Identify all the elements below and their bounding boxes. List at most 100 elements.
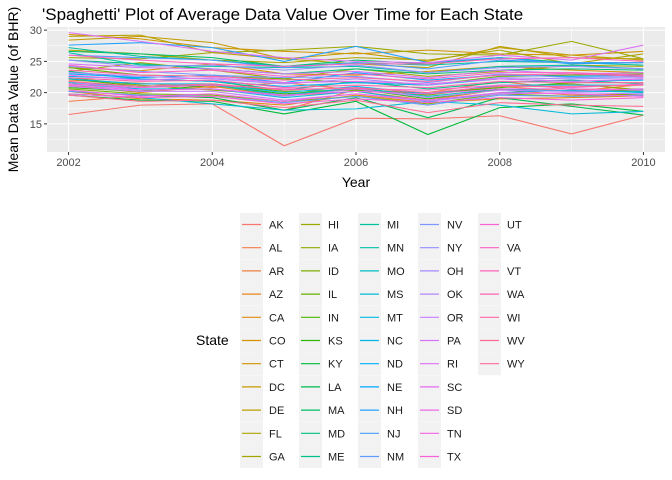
chart-title: 'Spaghetti' Plot of Average Data Value O… <box>42 5 523 24</box>
series-line-nv <box>68 65 644 84</box>
x-tick-label: 2002 <box>56 157 80 169</box>
legend-item-me: ME <box>299 445 345 468</box>
legend-label: SC <box>447 382 462 394</box>
legend-label: LA <box>328 382 342 394</box>
x-axis-title: Year <box>342 174 371 190</box>
legend-item-nc: NC <box>358 329 403 352</box>
legend-label: IN <box>328 312 339 324</box>
x-tick-label: 2006 <box>344 157 368 169</box>
legend-item-dc: DC <box>240 375 285 399</box>
legend-label: CO <box>269 336 286 348</box>
legend-item-ri: RI <box>418 352 458 376</box>
legend-label: NY <box>447 243 463 255</box>
legend-label: OR <box>447 312 464 324</box>
legend-item-ut: UT <box>478 213 522 236</box>
legend-label: DC <box>269 382 285 394</box>
x-tick-label: 2010 <box>631 157 655 169</box>
series-line-tn <box>68 89 644 102</box>
legend-item-id: ID <box>299 259 339 283</box>
legend-item-ny: NY <box>418 236 463 260</box>
legend-item-ia: IA <box>299 236 339 260</box>
legend-item-ar: AR <box>240 259 284 283</box>
legend-item-ks: KS <box>299 329 343 352</box>
legend-item-ma: MA <box>299 398 345 422</box>
series-line-vt <box>68 54 644 67</box>
series-line-fl <box>68 49 644 65</box>
legend-label: WI <box>507 312 520 324</box>
legend-item-nj: NJ <box>358 421 400 445</box>
legend-label: KS <box>328 336 343 348</box>
legend-item-in: IN <box>299 305 339 329</box>
legend-label: WY <box>507 359 525 371</box>
series-line-tx <box>68 93 644 105</box>
legend-label: VA <box>507 243 522 255</box>
legend-item-mi: MI <box>358 213 399 236</box>
legend-label: RI <box>447 359 458 371</box>
legend-label: KY <box>328 359 343 371</box>
legend-label: NH <box>387 405 403 417</box>
y-axis-title: Mean Data Value (of BHR) <box>5 7 21 172</box>
series-line-ms <box>68 93 644 115</box>
legend-item-az: AZ <box>240 282 283 306</box>
legend-item-mt: MT <box>358 305 403 329</box>
legend-label: CA <box>269 312 285 324</box>
legend-label: SD <box>447 405 462 417</box>
legend-label: GA <box>269 452 286 464</box>
legend-label: MD <box>328 428 345 440</box>
legend-item-wv: WV <box>478 329 525 352</box>
legend-item-fl: FL <box>240 421 282 445</box>
legend-item-ca: CA <box>240 305 285 329</box>
legend-label: NJ <box>387 428 400 440</box>
legend-label: IA <box>328 243 339 255</box>
legend-item-sc: SC <box>418 375 462 399</box>
x-tick-label: 2004 <box>200 157 224 169</box>
legend-label: WA <box>507 289 525 301</box>
legend-label: HI <box>328 220 339 232</box>
legend-label: VT <box>507 266 521 278</box>
legend-item-mo: MO <box>358 259 405 283</box>
series-line-dc <box>68 35 644 62</box>
y-tick-label: 25 <box>30 56 42 68</box>
legend-item-ms: MS <box>358 282 404 306</box>
x-axis-ticks: 2002 2004 2006 2008 2010 <box>56 152 656 169</box>
legend-item-la: LA <box>299 375 342 399</box>
legend-label: TN <box>447 428 462 440</box>
legend-item-ga: GA <box>240 445 286 468</box>
legend-item-vt: VT <box>478 259 521 283</box>
legend-label: AR <box>269 266 284 278</box>
legend-title: State <box>196 332 229 348</box>
legend-item-hi: HI <box>299 213 339 236</box>
legend-label: NM <box>387 452 404 464</box>
legend-item-or: OR <box>418 305 464 329</box>
series-line-va <box>68 64 644 80</box>
legend-label: DE <box>269 405 284 417</box>
legend-label: MO <box>387 266 405 278</box>
legend-label: MT <box>387 312 403 324</box>
legend-item-de: DE <box>240 398 284 422</box>
legend-item-wa: WA <box>478 282 525 306</box>
legend-item-nv: NV <box>418 213 463 236</box>
legend-item-mn: MN <box>358 236 404 260</box>
series-line-ct <box>68 33 644 56</box>
legend-label: PA <box>447 336 462 348</box>
legend-item-nm: NM <box>358 445 404 468</box>
legend-label: OH <box>447 266 464 278</box>
legend-label: MS <box>387 289 404 301</box>
legend-label: AL <box>269 243 282 255</box>
legend-label: AZ <box>269 289 283 301</box>
legend-label: WV <box>507 336 525 348</box>
series-line-sd <box>68 84 644 96</box>
legend-label: FL <box>269 428 282 440</box>
legend-item-va: VA <box>478 236 522 260</box>
legend-label: IL <box>328 289 337 301</box>
legend-item-ak: AK <box>240 213 284 236</box>
y-tick-label: 15 <box>30 119 42 131</box>
legend-item-pa: PA <box>418 329 462 352</box>
series-line-wa <box>68 77 644 89</box>
legend-item-nh: NH <box>358 398 403 422</box>
legend-item-nd: ND <box>358 352 403 376</box>
legend-label: MI <box>387 220 399 232</box>
legend-label: NE <box>387 382 402 394</box>
legend-label: MN <box>387 243 404 255</box>
